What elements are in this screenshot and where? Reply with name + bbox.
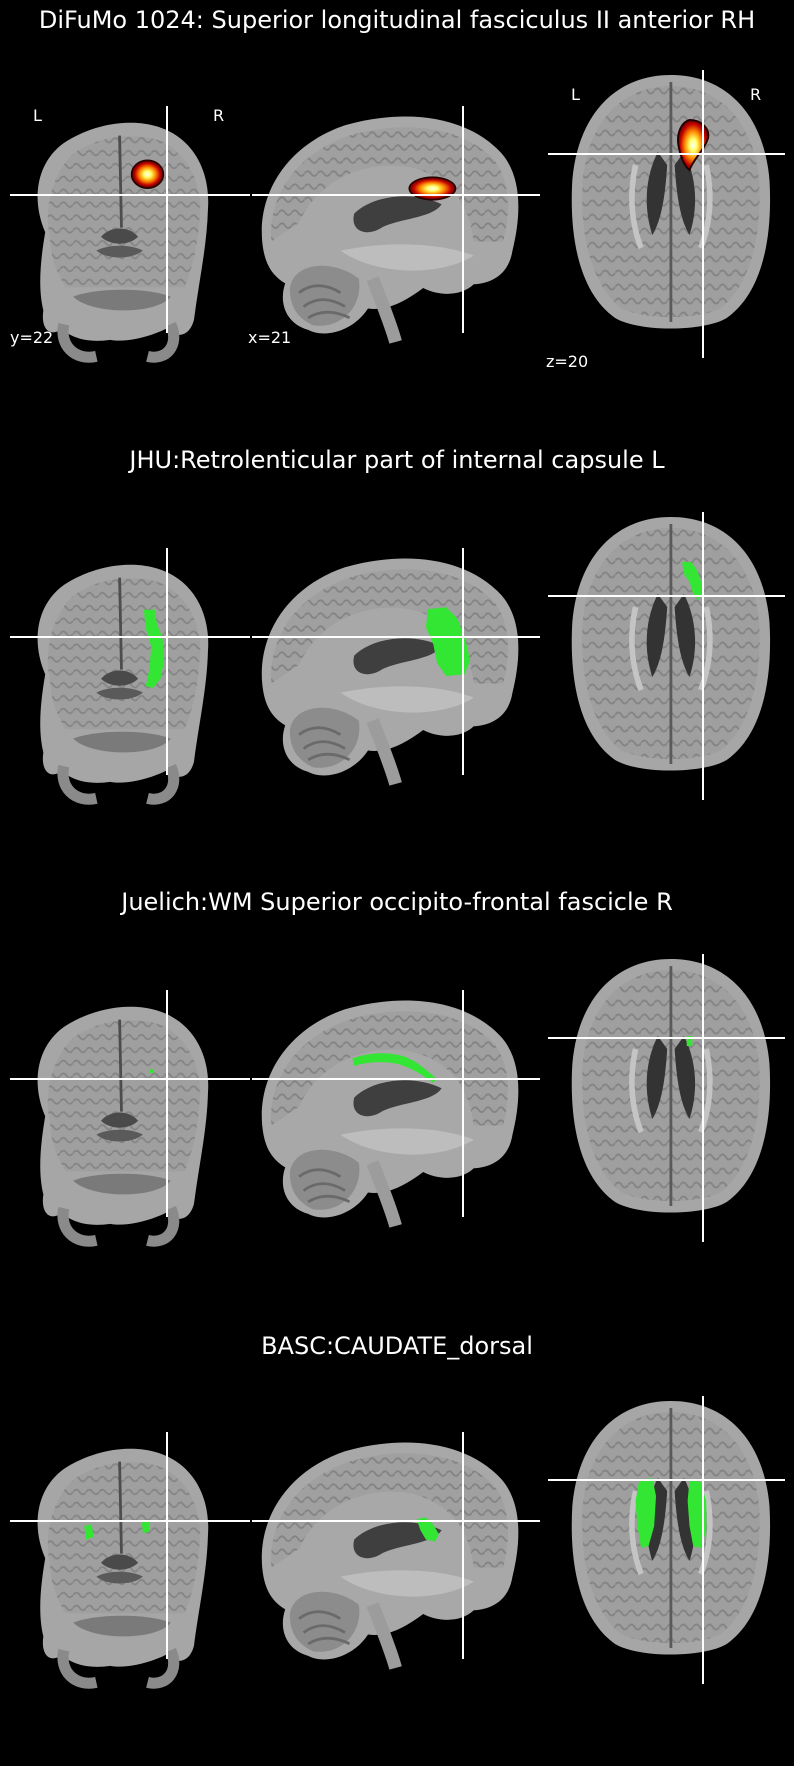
sagittal-view: [262, 1443, 519, 1668]
slice-views: [10, 70, 785, 440]
panel-juelich: Juelich:WM Superior occipito-frontal fas…: [0, 884, 794, 1324]
orientation-right-label-axial: R: [750, 85, 762, 104]
panel-difumo: DiFuMo 1024: Superior longitudinal fasci…: [0, 0, 794, 440]
crosshair-lines: [10, 512, 785, 800]
axial-view: [572, 959, 770, 1213]
sagittal-view: [262, 117, 519, 342]
panel-title: Juelich:WM Superior occipito-frontal fas…: [121, 888, 673, 916]
panel-jhu: JHU:Retrolenticular part of internal cap…: [0, 442, 794, 882]
sagittal-view: [262, 559, 519, 784]
crosshair-lines: [10, 70, 785, 358]
axial-view: [572, 517, 770, 771]
coronal-view: [38, 1449, 209, 1683]
crosshair-lines: [10, 954, 785, 1242]
panel-title: DiFuMo 1024: Superior longitudinal fasci…: [38, 6, 756, 34]
slice-views: [10, 1396, 785, 1741]
axial-coordinate: z=20: [546, 352, 589, 371]
panel-title: BASC:CAUDATE_dorsal: [261, 1332, 533, 1360]
orientation-left-label-axial: L: [571, 85, 580, 104]
orientation-left-label: L: [33, 106, 42, 125]
axial-view: [572, 1401, 770, 1655]
slice-views: [10, 512, 785, 882]
sagittal-view: [262, 1001, 519, 1226]
sagittal-coordinate: x=21: [248, 328, 292, 347]
coronal-view: [38, 565, 209, 799]
coronal-coordinate: y=22: [10, 328, 54, 347]
panel-title: JHU:Retrolenticular part of internal cap…: [129, 446, 665, 474]
coronal-view: [38, 1007, 209, 1241]
slice-views: [10, 954, 785, 1324]
axial-view: [572, 75, 770, 329]
crosshair-lines: [10, 1396, 785, 1684]
coronal-view: [38, 123, 209, 357]
panel-basc: BASC:CAUDATE_dorsal: [0, 1326, 794, 1766]
orientation-right-label: R: [213, 106, 225, 125]
